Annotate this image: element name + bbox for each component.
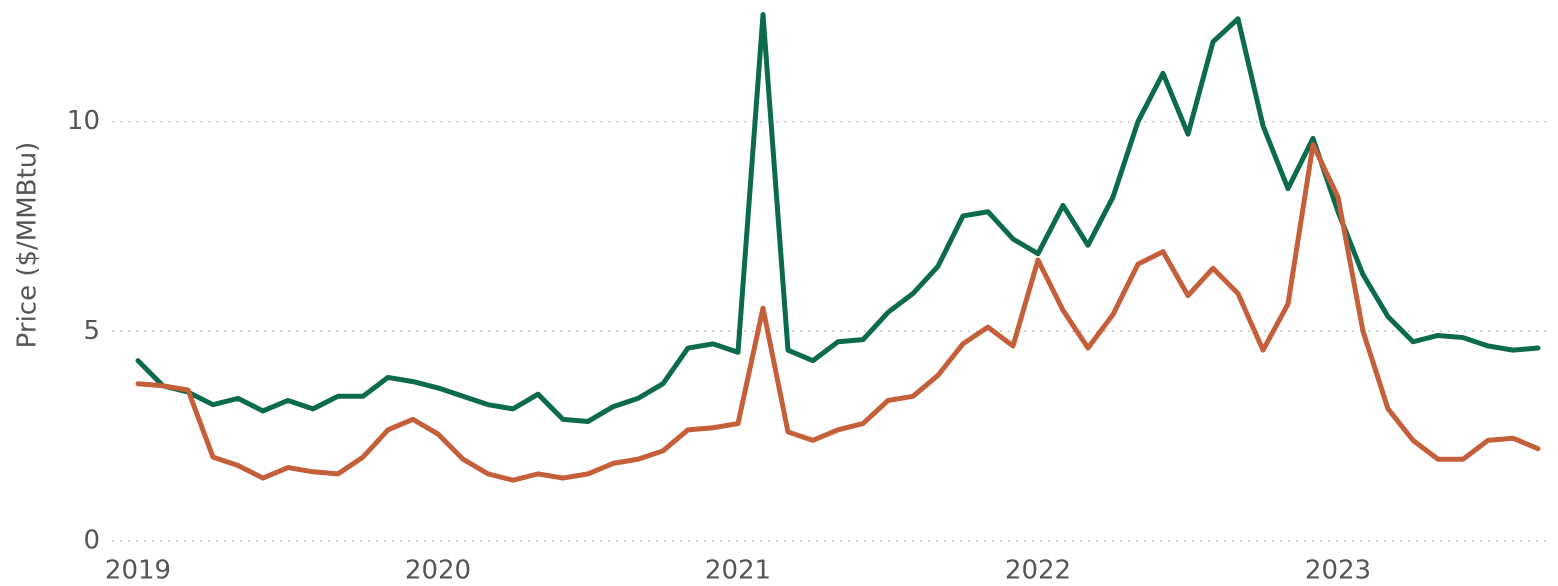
y-axis-label: Price ($/MMBtu) (13, 142, 43, 349)
y-tick-label: 5 (83, 316, 100, 346)
y-tick-label: 10 (67, 106, 100, 136)
x-tick-label: 2021 (705, 556, 771, 586)
y-tick-label: 0 (83, 526, 100, 556)
x-tick-label: 2020 (405, 556, 471, 586)
x-tick-label: 2023 (1305, 556, 1371, 586)
x-tick-label: 2019 (105, 556, 171, 586)
line-series (135, 12, 1541, 424)
line-series (135, 142, 1541, 483)
x-tick-label: 2022 (1005, 556, 1071, 586)
